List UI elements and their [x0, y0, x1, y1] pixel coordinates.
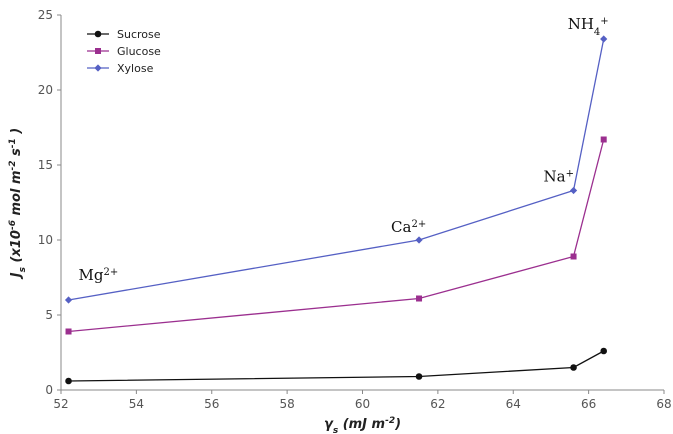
y-tick-label: 10 — [38, 233, 53, 247]
y-tick-label: 0 — [45, 383, 53, 397]
series-xylose — [64, 35, 608, 304]
series-layer — [64, 35, 608, 385]
x-tick-label: 62 — [430, 397, 445, 411]
annotations: Mg2+ Ca2+ Na+ NH4+ — [79, 15, 609, 284]
ion-label: Mg2+ — [79, 266, 119, 284]
x-tick-label: 58 — [279, 397, 294, 411]
ion-label: Ca2+ — [391, 218, 426, 236]
y-tick-label: 20 — [38, 83, 53, 97]
y-tick-label: 5 — [45, 308, 53, 322]
x-tick-label: 66 — [581, 397, 596, 411]
legend-item-glucose: Glucose — [87, 45, 161, 58]
legend-label-xylose: Xylose — [117, 62, 154, 75]
legend-item-sucrose: Sucrose — [87, 28, 161, 41]
x-tick-label: 64 — [506, 397, 521, 411]
series-line-sucrose — [68, 350, 605, 382]
data-point-xylose — [64, 296, 73, 304]
x-tick-label: 60 — [355, 397, 370, 411]
data-point-sucrose — [415, 373, 423, 380]
x-tick-label: 56 — [204, 397, 219, 411]
ion-label: Na+ — [544, 168, 574, 186]
data-point-sucrose — [65, 377, 72, 385]
legend-marker-xylose — [94, 64, 102, 72]
legend-marker-glucose — [95, 48, 101, 54]
x-tick-label: 54 — [129, 397, 144, 411]
data-point-sucrose — [570, 364, 577, 371]
series-line-xylose — [68, 38, 605, 301]
legend-marker-sucrose — [94, 30, 102, 38]
legend-label-glucose: Glucose — [117, 45, 161, 58]
y-axis-title: Js (x10-6 mol m-2 s-1 ) — [8, 128, 28, 280]
y-tick-label: 15 — [38, 158, 53, 172]
series-sucrose — [65, 347, 607, 385]
x-axis-title: γs (mJ m-2) — [324, 416, 401, 434]
axis-titles: γs (mJ m-2) Js (x10-6 mol m-2 s-1 ) — [8, 128, 401, 434]
data-point-glucose — [570, 253, 577, 260]
data-point-sucrose — [600, 347, 607, 355]
data-point-glucose — [600, 136, 607, 143]
legend-item-xylose: Xylose — [87, 62, 154, 75]
x-tick-label: 52 — [53, 397, 68, 411]
axes: 52 54 56 58 60 62 64 66 68 0 5 10 15 20 25 — [38, 8, 672, 411]
legend: Sucrose Glucose Xylose — [87, 28, 161, 75]
data-point-glucose — [65, 328, 72, 335]
data-point-glucose — [416, 295, 423, 302]
series-line-glucose — [68, 139, 605, 333]
data-point-xylose — [569, 186, 578, 195]
data-point-xylose — [600, 35, 608, 43]
x-tick-label: 68 — [656, 397, 671, 411]
y-tick-label: 25 — [38, 8, 53, 22]
series-glucose — [65, 136, 607, 335]
ion-label: NH4+ — [568, 15, 609, 38]
data-point-xylose — [415, 236, 423, 244]
legend-label-sucrose: Sucrose — [117, 28, 161, 41]
